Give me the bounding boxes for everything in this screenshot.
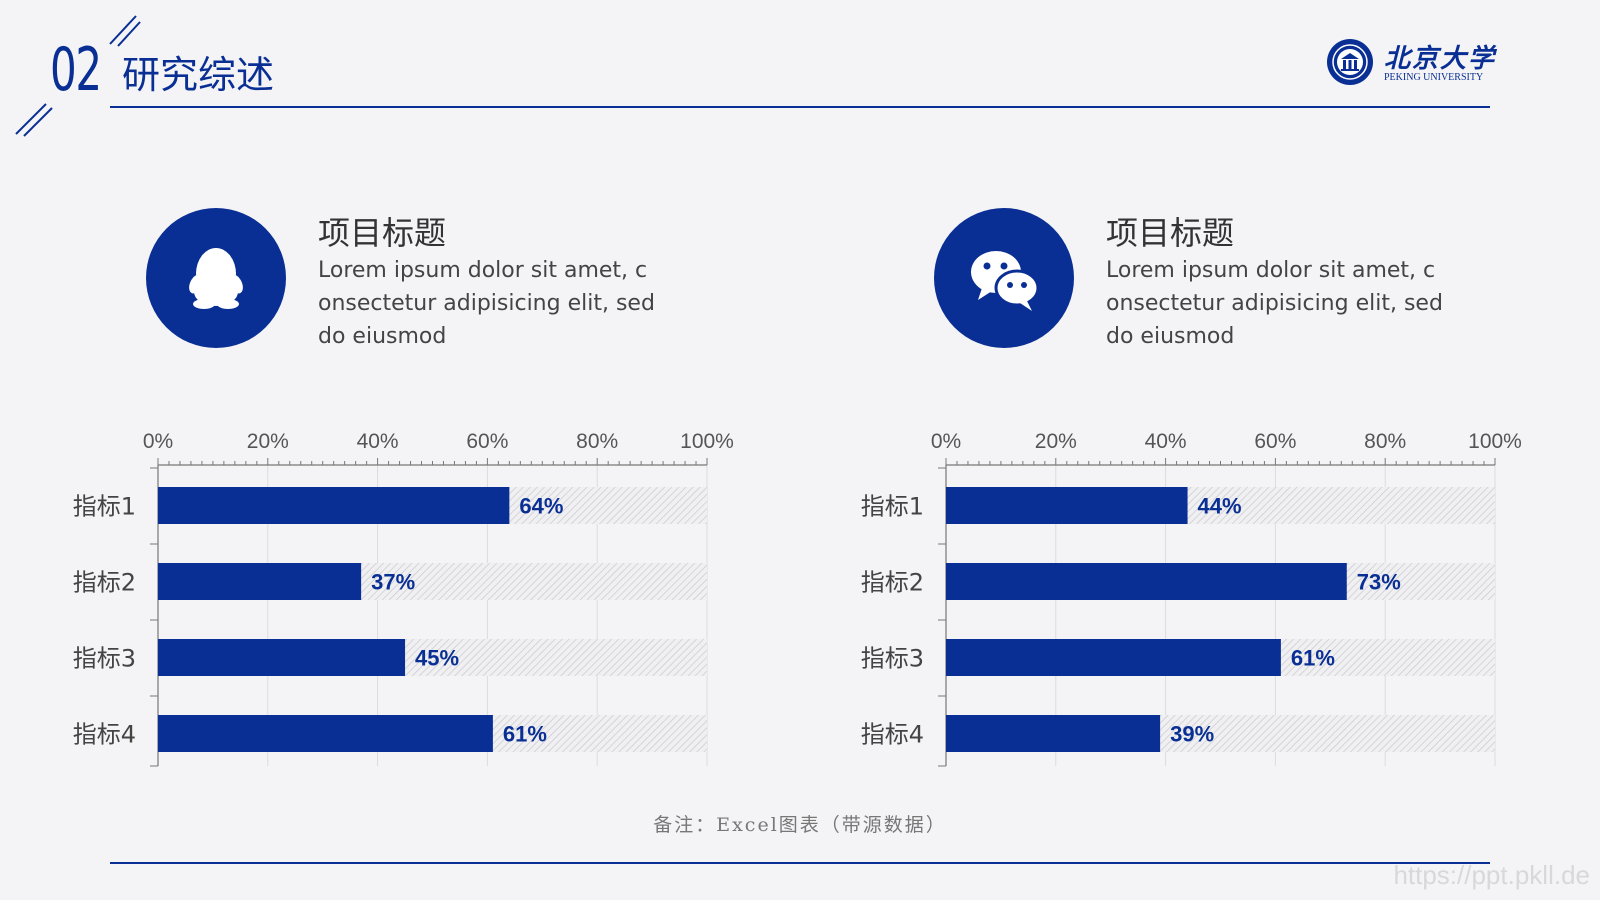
bar-value-label: 73% xyxy=(1357,570,1401,595)
footer-rule xyxy=(110,862,1490,864)
card-title: 项目标题 xyxy=(318,214,447,252)
bar xyxy=(946,715,1161,752)
watermark: https://ppt.pkll.de xyxy=(1393,860,1590,890)
y-category-label: 指标4 xyxy=(73,721,136,749)
decorative-slashes-bottom xyxy=(15,103,53,137)
section-title: 研究综述 xyxy=(122,53,275,97)
x-tick-label: 80% xyxy=(576,430,618,453)
decorative-slashes-top xyxy=(109,15,141,47)
bar-value-label: 61% xyxy=(1291,646,1335,671)
x-tick-label: 60% xyxy=(1254,430,1296,453)
bar xyxy=(158,715,493,752)
university-logo: 北京大学 PEKING UNIVERSITY xyxy=(1326,38,1498,88)
bar xyxy=(158,487,510,524)
bar xyxy=(158,563,362,600)
header-rule xyxy=(110,106,1490,108)
card-title: 项目标题 xyxy=(1106,214,1235,252)
university-emblem-icon xyxy=(1327,39,1373,85)
bar xyxy=(946,487,1188,524)
bar-chart-left: 0% 20% 40% 60% 80% 100% 64% 指标1 37% 指标2 45% 指标3 61% 指… xyxy=(73,430,734,767)
y-category-label: 指标2 xyxy=(73,569,136,597)
bar xyxy=(946,563,1347,600)
x-tick-label: 20% xyxy=(247,430,289,453)
section-number: 02 xyxy=(50,35,102,105)
card-icon-circle xyxy=(146,208,286,348)
y-category-label: 指标3 xyxy=(73,645,136,673)
bar-value-label: 61% xyxy=(503,722,547,747)
bar xyxy=(946,639,1281,676)
x-tick-label: 100% xyxy=(1468,430,1522,453)
y-category-label: 指标3 xyxy=(861,645,924,673)
bar-value-label: 39% xyxy=(1170,722,1214,747)
x-tick-label: 40% xyxy=(1145,430,1187,453)
bar-value-label: 45% xyxy=(415,646,459,671)
x-tick-label: 20% xyxy=(1035,430,1077,453)
card-text: Lorem ipsum dolor sit amet, consectetur … xyxy=(318,258,655,349)
wechat-icon xyxy=(971,251,1040,311)
y-category-label: 指标2 xyxy=(861,569,924,597)
logo-name: 北京大学 xyxy=(1384,44,1497,74)
bar xyxy=(158,639,406,676)
x-tick-label: 40% xyxy=(357,430,399,453)
bar-value-label: 37% xyxy=(371,570,415,595)
y-category-label: 指标1 xyxy=(861,493,924,521)
qq-penguin-icon xyxy=(189,248,243,309)
x-tick-label: 0% xyxy=(931,430,961,453)
y-category-label: 指标4 xyxy=(861,721,924,749)
bar-value-label: 44% xyxy=(1198,494,1242,519)
card-text: Lorem ipsum dolor sit amet, consectetur … xyxy=(1106,258,1443,349)
chart-note: 备注：Excel图表（带源数据） xyxy=(653,814,947,836)
x-tick-label: 80% xyxy=(1364,430,1406,453)
x-tick-label: 100% xyxy=(680,430,734,453)
bar-value-label: 64% xyxy=(519,494,563,519)
bar-chart-right: 0% 20% 40% 60% 80% 100% 44% 指标1 73% 指标2 61% 指标3 39% 指… xyxy=(861,430,1522,767)
x-tick-label: 0% xyxy=(143,430,173,453)
x-tick-label: 60% xyxy=(466,430,508,453)
card-icon-circle xyxy=(934,208,1074,348)
logo-subtitle: PEKING UNIVERSITY xyxy=(1384,72,1484,83)
y-category-label: 指标1 xyxy=(73,493,136,521)
